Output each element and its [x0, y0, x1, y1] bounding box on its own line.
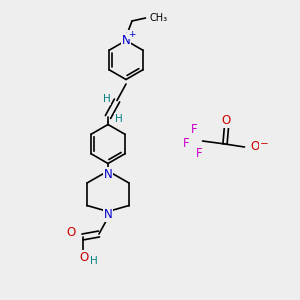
Text: F: F — [183, 137, 190, 150]
Text: CH₃: CH₃ — [149, 13, 167, 23]
Text: H: H — [103, 94, 110, 104]
Text: O: O — [67, 226, 76, 239]
Text: O: O — [80, 251, 88, 264]
Text: O: O — [250, 140, 259, 154]
Text: N: N — [122, 34, 130, 47]
Text: O: O — [222, 114, 231, 127]
Text: F: F — [191, 123, 197, 136]
Text: F: F — [196, 147, 203, 160]
Text: H: H — [115, 113, 122, 124]
Text: N: N — [103, 208, 112, 221]
Text: N: N — [103, 167, 112, 181]
Text: −: − — [260, 139, 268, 149]
Text: H: H — [90, 256, 98, 266]
Text: +: + — [128, 30, 135, 39]
